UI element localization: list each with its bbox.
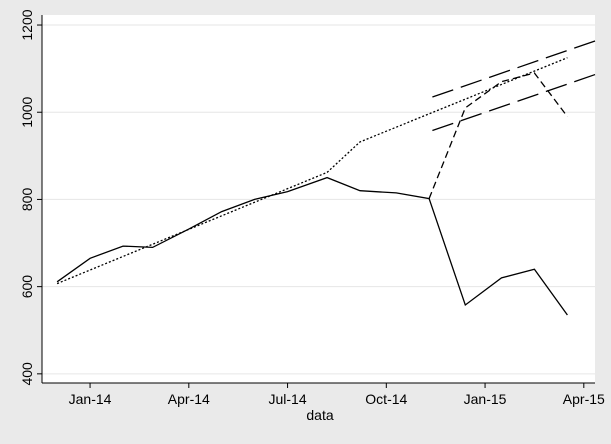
- y-tick-label: 400: [19, 362, 35, 386]
- x-tick-label: Jan-15: [464, 391, 507, 407]
- x-tick-label: Apr-15: [563, 391, 605, 407]
- x-tick-label: Jan-14: [69, 391, 112, 407]
- y-tick-label: 1200: [19, 9, 35, 40]
- y-tick-label: 800: [19, 188, 35, 212]
- y-tick-label: 1000: [19, 96, 35, 127]
- y-tick-label: 600: [19, 275, 35, 299]
- line-series: [56, 176, 568, 316]
- x-tick-label: Jul-14: [268, 391, 306, 407]
- line-series: [56, 57, 568, 285]
- x-tick-label: Apr-14: [168, 391, 210, 407]
- x-tick-label: Oct-14: [365, 391, 407, 407]
- x-axis-label: data: [306, 407, 333, 423]
